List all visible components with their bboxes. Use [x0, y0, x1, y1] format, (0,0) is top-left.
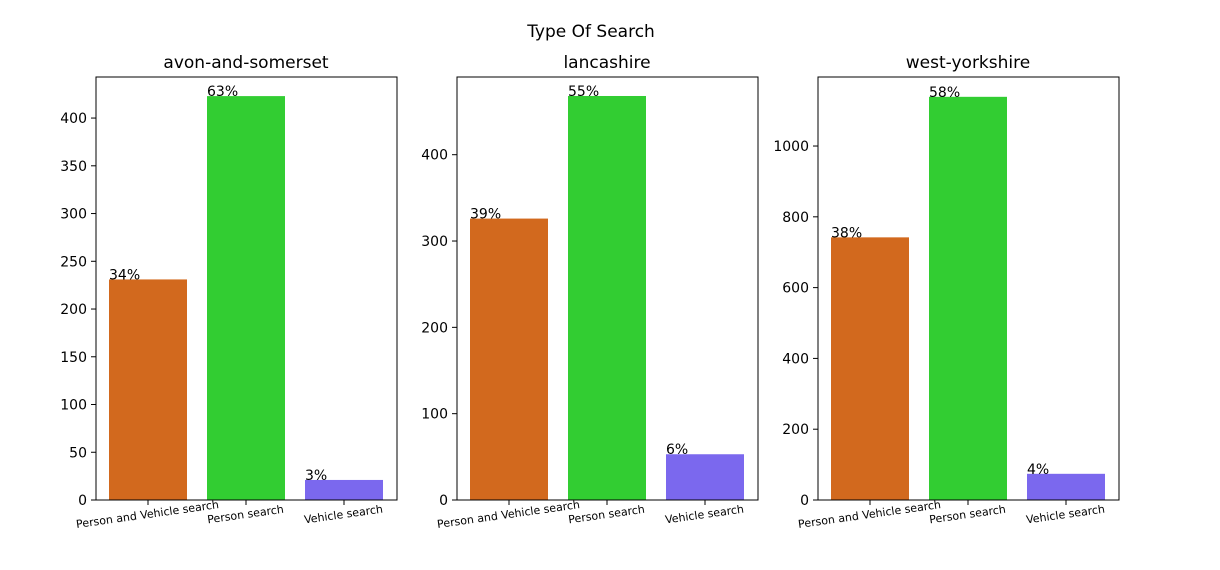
y-tick-label: 400 — [782, 351, 809, 367]
axes-frame — [817, 76, 1120, 501]
data-label: 4% — [1027, 462, 1049, 478]
figure-title: Type Of Search — [526, 22, 655, 42]
data-label: 3% — [305, 468, 327, 484]
y-tick-label: 0 — [78, 493, 87, 509]
y-tick-label: 300 — [60, 207, 87, 223]
y-tick-label: 800 — [782, 210, 809, 226]
axes-frame — [95, 76, 398, 501]
panel-title: west-yorkshire — [906, 53, 1030, 73]
y-tick-label: 0 — [800, 493, 809, 509]
y-tick-label: 400 — [60, 111, 87, 127]
data-label: 34% — [109, 267, 140, 283]
axes-frame — [456, 76, 759, 501]
y-tick-label: 250 — [60, 254, 87, 270]
y-tick-label: 1000 — [773, 139, 809, 155]
data-label: 55% — [568, 84, 599, 100]
data-label: 58% — [929, 85, 960, 101]
panel-west-yorkshire: west-yorkshire 38%Person and Vehicle sea… — [773, 53, 1120, 531]
data-label: 39% — [470, 207, 501, 223]
y-tick-label: 600 — [782, 281, 809, 297]
bar-person-and-vehicle-search — [831, 237, 909, 500]
y-tick-label: 100 — [60, 398, 87, 414]
bar-vehicle-search — [305, 479, 383, 500]
y-tick-label: 200 — [782, 422, 809, 438]
y-tick-label: 150 — [60, 350, 87, 366]
panel-lancashire: lancashire 39%Person and Vehicle search5… — [421, 53, 759, 531]
y-tick-label: 400 — [421, 148, 448, 164]
bar-vehicle-search — [1027, 473, 1105, 500]
y-tick-label: 100 — [421, 407, 448, 423]
data-label: 6% — [666, 442, 688, 458]
y-tick-label: 300 — [421, 234, 448, 250]
x-tick-label: Vehicle search — [1025, 503, 1105, 527]
x-tick-label: Vehicle search — [303, 503, 383, 527]
bar-person-search — [929, 96, 1007, 500]
x-tick-label: Vehicle search — [664, 503, 744, 527]
panel-title: lancashire — [563, 53, 650, 73]
panel-title: avon-and-somerset — [163, 53, 328, 73]
data-label: 63% — [207, 84, 238, 100]
bar-person-search — [207, 96, 285, 500]
bar-person-and-vehicle-search — [470, 218, 548, 501]
y-tick-label: 200 — [60, 302, 87, 318]
y-tick-label: 350 — [60, 159, 87, 175]
bar-person-search — [568, 95, 646, 501]
y-tick-label: 0 — [439, 493, 448, 509]
bar-vehicle-search — [666, 454, 744, 500]
y-tick-label: 50 — [69, 445, 87, 461]
data-label: 38% — [831, 225, 862, 241]
panel-avon-and-somerset: avon-and-somerset 34%Person and Vehicle … — [60, 53, 398, 531]
bar-person-and-vehicle-search — [109, 279, 187, 500]
y-tick-label: 200 — [421, 320, 448, 336]
